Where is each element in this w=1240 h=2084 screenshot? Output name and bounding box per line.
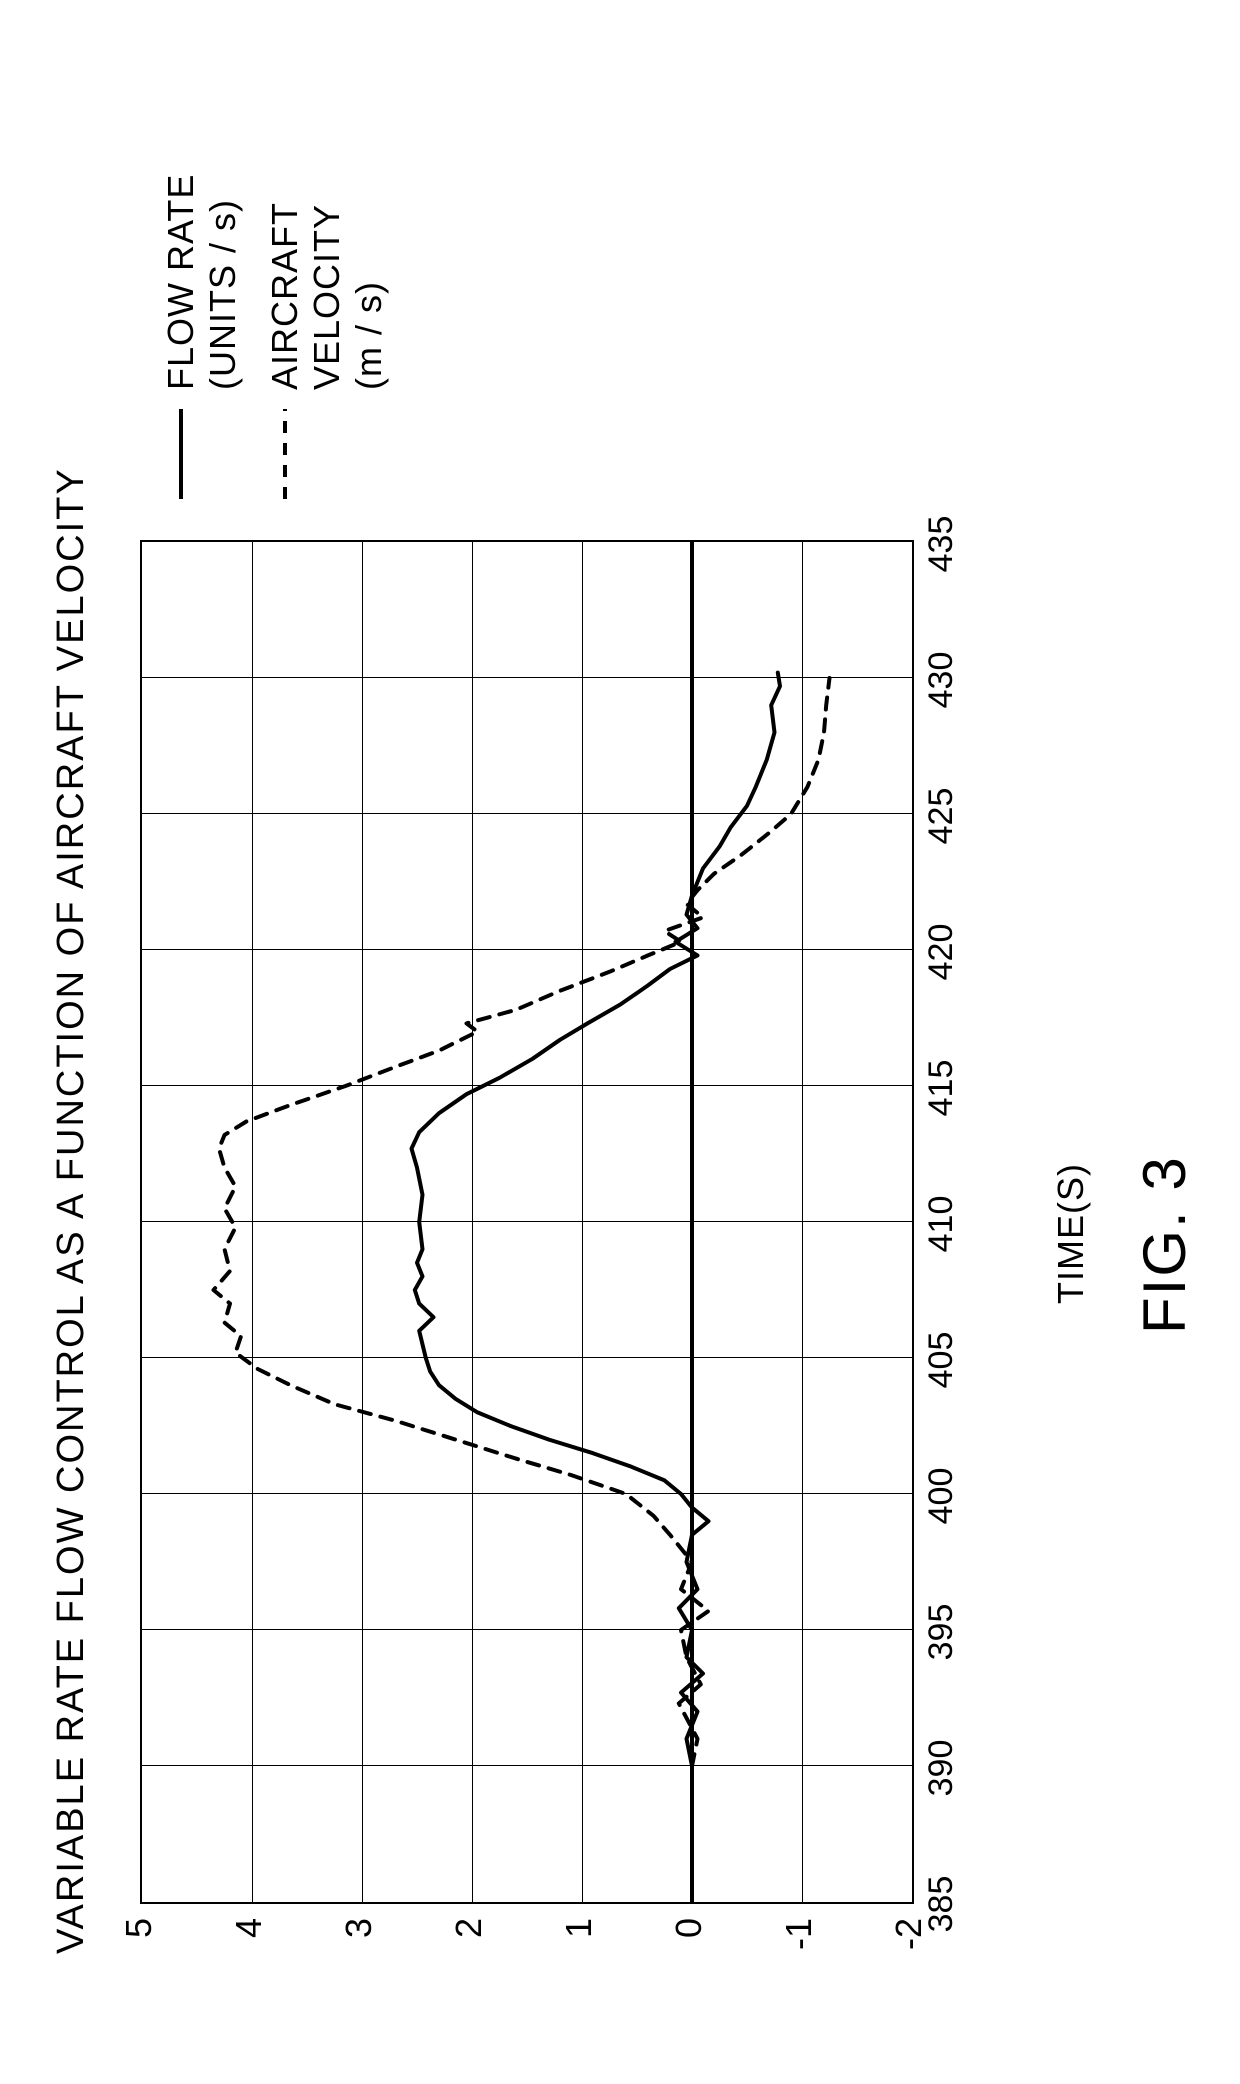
series-svg xyxy=(142,542,912,1902)
x-tick-label: 385 xyxy=(922,1866,961,1942)
series-line-1 xyxy=(214,678,830,1766)
plot-area xyxy=(140,540,914,1904)
x-tick-label: 400 xyxy=(922,1458,961,1534)
legend-swatch xyxy=(160,404,202,504)
x-tick-label: 430 xyxy=(922,642,961,718)
y-tick-label: 3 xyxy=(338,1918,380,1938)
y-tick-label: 5 xyxy=(118,1918,160,1938)
legend-label: FLOW RATE (UNITS / s) xyxy=(160,174,244,390)
chart-landscape: VARIABLE RATE FLOW CONTROL AS A FUNCTION… xyxy=(0,0,1240,2084)
x-tick-label: 405 xyxy=(922,1322,961,1398)
figure-caption: FIG. 3 xyxy=(1130,1155,1199,1334)
x-axis-label: TIME(S) xyxy=(1050,1163,1092,1304)
chart-rotated-container: VARIABLE RATE FLOW CONTROL AS A FUNCTION… xyxy=(0,0,1240,2084)
y-tick-label: -1 xyxy=(778,1918,820,1950)
legend-label: AIRCRAFT VELOCITY (m / s) xyxy=(264,202,390,390)
series-line-0 xyxy=(412,673,781,1766)
legend-item: FLOW RATE (UNITS / s) xyxy=(160,174,244,504)
x-tick-label: 420 xyxy=(922,914,961,990)
chart-title: VARIABLE RATE FLOW CONTROL AS A FUNCTION… xyxy=(50,467,93,1954)
x-tick-label: 425 xyxy=(922,778,961,854)
x-tick-label: 395 xyxy=(922,1594,961,1670)
y-tick-label: 4 xyxy=(228,1918,270,1938)
legend-item: AIRCRAFT VELOCITY (m / s) xyxy=(264,174,390,504)
y-tick-label: 2 xyxy=(448,1918,490,1938)
x-tick-label: 415 xyxy=(922,1050,961,1126)
y-tick-label: 0 xyxy=(668,1918,710,1938)
x-tick-label: 410 xyxy=(922,1186,961,1262)
legend: FLOW RATE (UNITS / s)AIRCRAFT VELOCITY (… xyxy=(160,174,410,504)
x-tick-label: 435 xyxy=(922,506,961,582)
y-tick-label: 1 xyxy=(558,1918,600,1938)
x-tick-label: 390 xyxy=(922,1730,961,1806)
legend-swatch xyxy=(264,404,306,504)
page: VARIABLE RATE FLOW CONTROL AS A FUNCTION… xyxy=(0,0,1240,2084)
